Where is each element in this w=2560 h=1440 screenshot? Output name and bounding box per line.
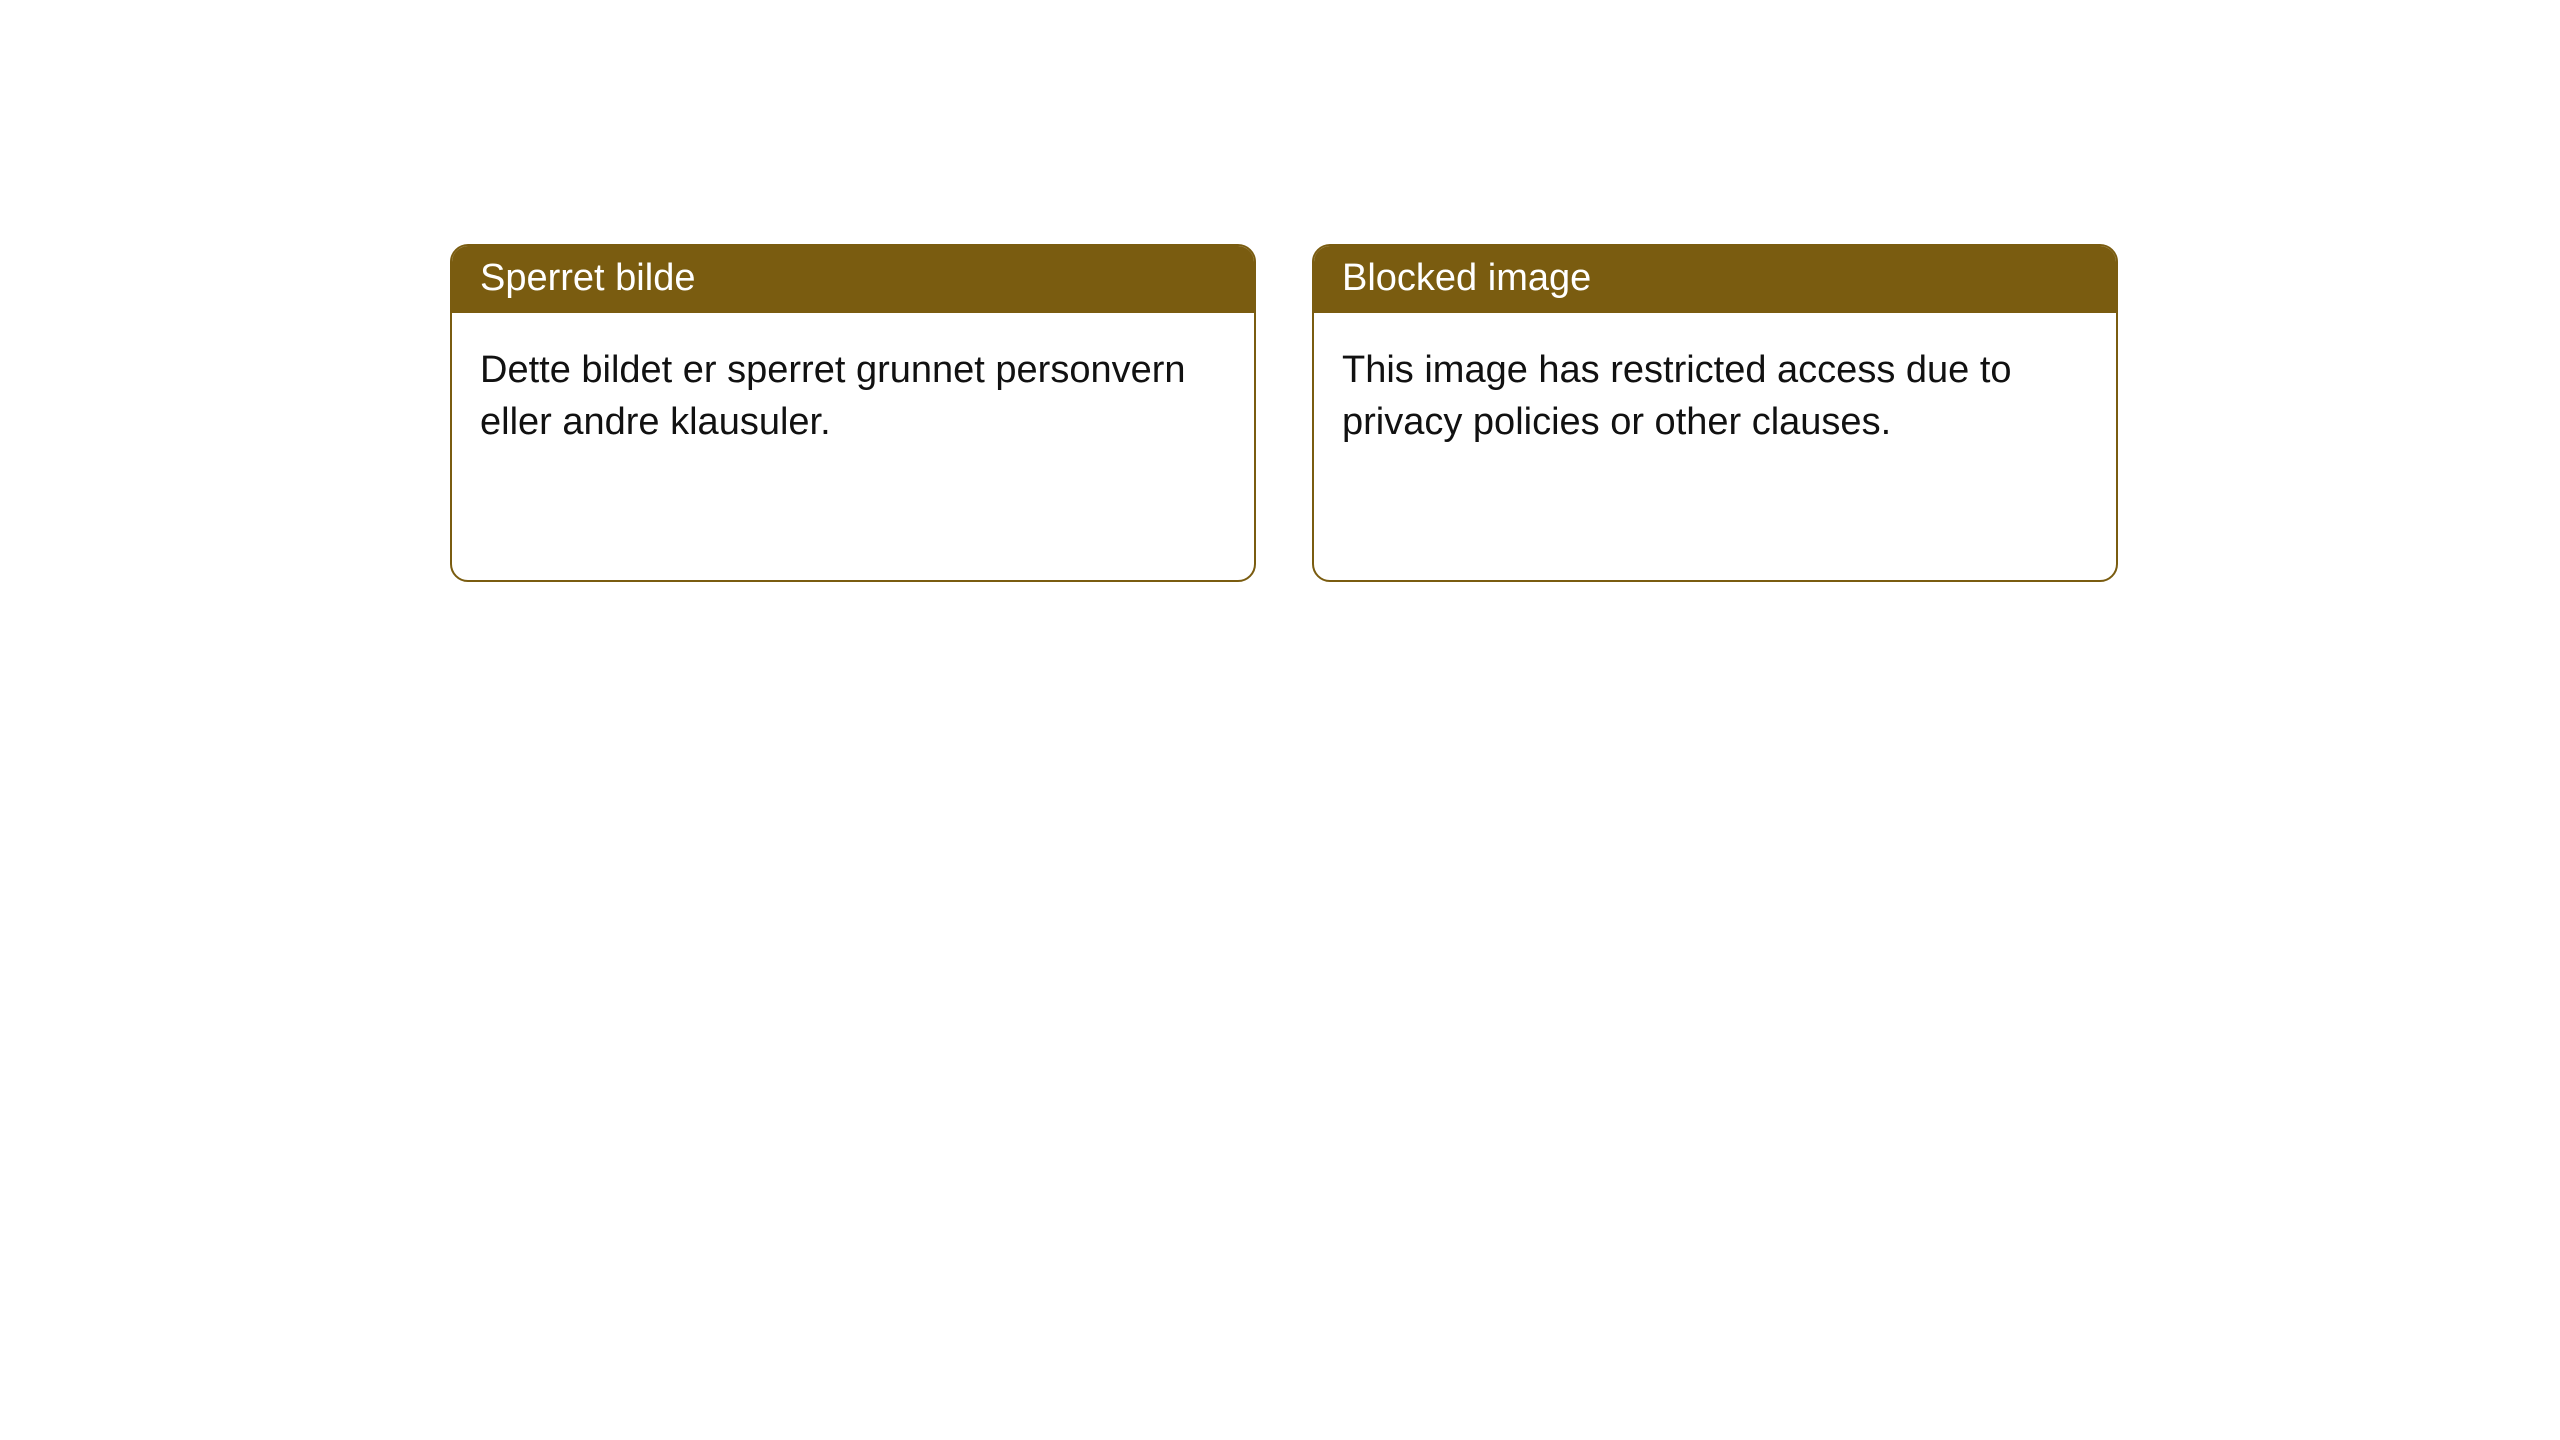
card-body-text: Dette bildet er sperret grunnet personve… (480, 349, 1186, 442)
card-body: Dette bildet er sperret grunnet personve… (452, 313, 1254, 476)
card-title: Sperret bilde (480, 257, 695, 299)
card-header: Blocked image (1314, 246, 2116, 313)
card-title: Blocked image (1342, 257, 1591, 299)
card-body-text: This image has restricted access due to … (1342, 349, 2012, 442)
card-header: Sperret bilde (452, 246, 1254, 313)
cards-container: Sperret bilde Dette bildet er sperret gr… (0, 0, 2560, 582)
blocked-image-card-en: Blocked image This image has restricted … (1312, 244, 2118, 582)
blocked-image-card-no: Sperret bilde Dette bildet er sperret gr… (450, 244, 1256, 582)
card-body: This image has restricted access due to … (1314, 313, 2116, 476)
